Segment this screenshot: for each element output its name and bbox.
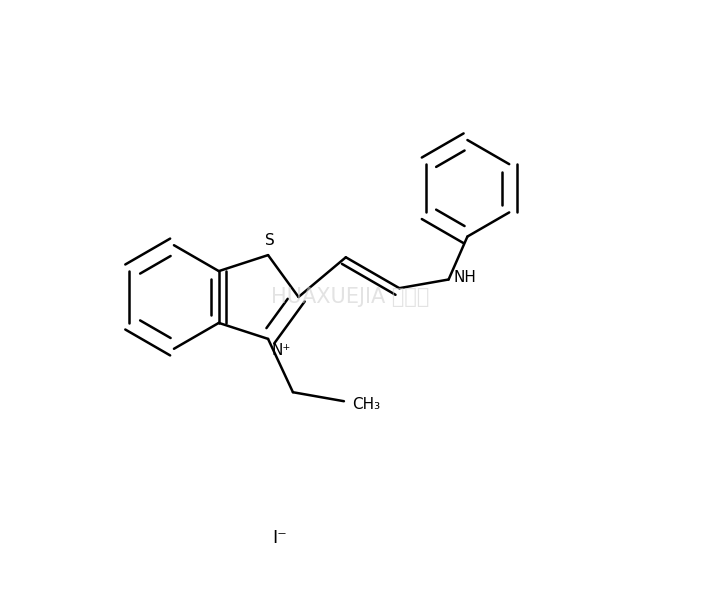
Text: CH₃: CH₃: [352, 397, 381, 412]
Text: NH: NH: [454, 270, 477, 285]
Text: S: S: [265, 233, 275, 248]
Text: I⁻: I⁻: [273, 529, 287, 547]
Text: HUAXUEJIA 化学加: HUAXUEJIA 化学加: [271, 287, 430, 307]
Text: N⁺: N⁺: [271, 343, 291, 358]
